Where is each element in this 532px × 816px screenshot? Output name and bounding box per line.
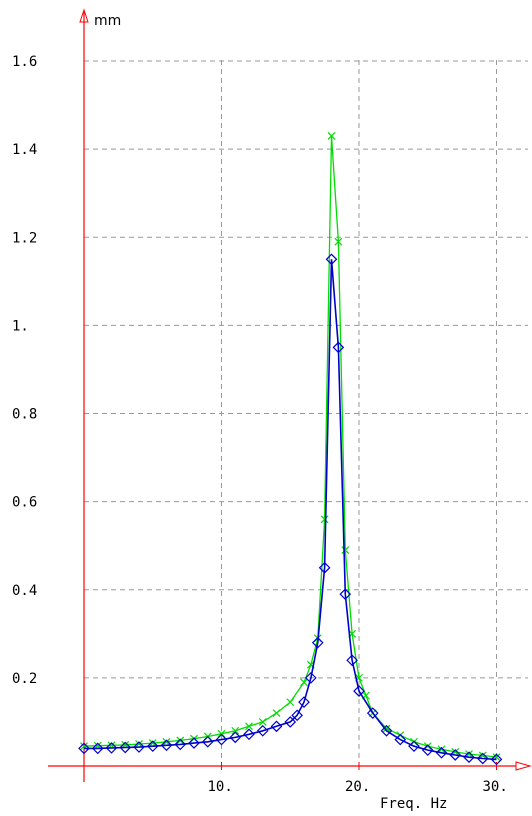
data-point [284, 716, 297, 728]
data-point [327, 132, 336, 140]
data-point [476, 752, 489, 765]
data-point [146, 740, 159, 753]
data-point [258, 718, 267, 726]
data-point [243, 728, 255, 741]
x-tick-label: 10. [208, 779, 233, 795]
tick-labels: 0.2 0.4 0.6 0.8 1. 1.2 1.4 1.6 10. 20. 30. [12, 54, 508, 795]
data-point [176, 736, 185, 745]
data-point [201, 735, 214, 748]
y-tick-label: 0.6 [12, 495, 37, 511]
data-point [160, 739, 173, 752]
series-line [83, 135, 497, 758]
data-point [318, 561, 331, 574]
data-point [105, 742, 118, 754]
x-tick-label: 30. [483, 779, 508, 795]
series-1 [78, 253, 503, 766]
data-point [341, 546, 350, 555]
data-point [332, 341, 345, 354]
y-tick-label: 1.6 [12, 54, 37, 70]
data-point [366, 707, 379, 719]
y-tick-label: 0.4 [12, 583, 37, 599]
axes [48, 8, 532, 782]
data-point [325, 253, 338, 266]
series-line [84, 259, 497, 761]
data-point [490, 753, 503, 766]
x-tick-label: 20. [345, 779, 370, 795]
data-point [305, 672, 317, 684]
data-point [463, 751, 475, 764]
x-axis-label: Freq. Hz [380, 796, 447, 812]
data-point [394, 733, 407, 746]
data-point [421, 744, 434, 756]
data-point [174, 738, 187, 751]
data-point [380, 724, 393, 737]
y-tick-label: 1.4 [12, 142, 37, 158]
data-point [334, 237, 343, 246]
data-point [162, 737, 171, 746]
x-axis-arrow [515, 761, 532, 771]
data-point [339, 588, 352, 601]
y-tick-label: 1.2 [12, 230, 37, 246]
data-point [229, 731, 242, 744]
data-point [300, 678, 308, 687]
series-layer [78, 132, 503, 766]
data-point [272, 709, 281, 718]
data-point [245, 722, 253, 731]
data-point [298, 696, 310, 708]
data-point [408, 740, 420, 753]
data-point [311, 636, 324, 649]
data-point [215, 733, 228, 746]
grid-lines [84, 60, 528, 766]
data-point [270, 720, 283, 733]
data-point [133, 741, 145, 753]
data-point [291, 709, 303, 722]
data-point [346, 654, 358, 667]
data-point [320, 515, 329, 524]
data-point [231, 726, 240, 735]
data-point [78, 742, 90, 755]
data-point [188, 737, 200, 749]
data-point [353, 685, 365, 697]
data-point [423, 742, 432, 751]
data-point [449, 749, 462, 761]
y-tick-label: 0.8 [12, 407, 37, 423]
data-point [286, 698, 295, 707]
data-point [382, 724, 391, 733]
data-point [91, 742, 104, 755]
series-0 [80, 132, 501, 762]
data-point [256, 724, 269, 737]
y-unit-label: mm [94, 13, 121, 29]
y-axis-arrow [79, 8, 89, 23]
y-tick-label: 0.2 [12, 671, 37, 687]
data-point [435, 746, 448, 759]
data-point [119, 741, 132, 754]
y-tick-label: 1. [12, 318, 29, 334]
